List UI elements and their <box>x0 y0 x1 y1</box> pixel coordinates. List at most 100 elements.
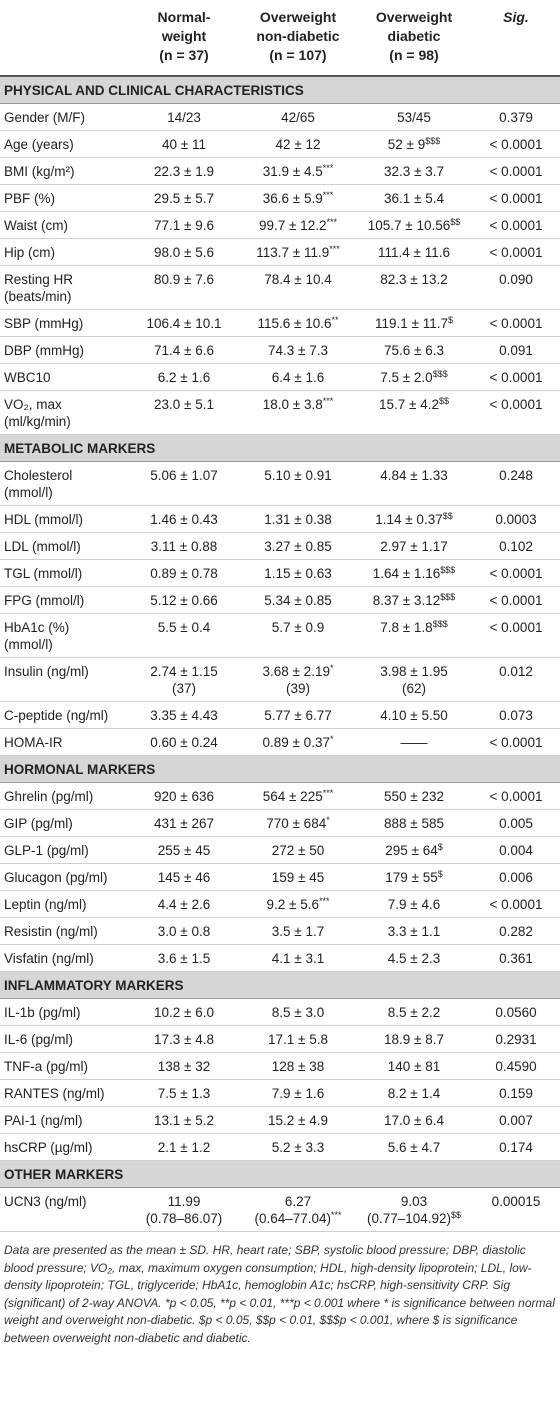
cell-line: (37) <box>171 680 196 696</box>
label-line: Ghrelin (pg/ml) <box>4 788 94 804</box>
table-cell: < 0.0001 <box>472 157 560 185</box>
table-cell: 0.006 <box>472 863 560 891</box>
row-label: Glucagon (pg/ml) <box>0 863 128 891</box>
cell-line: 1.31 ± 0.38 <box>264 511 332 527</box>
label-line: Age (years) <box>4 136 74 152</box>
table-cell: 0.248 <box>472 461 560 506</box>
table-cell: 4.5 ± 2.3 <box>356 944 472 972</box>
table-cell: 23.0 ± 5.1 <box>128 390 240 435</box>
cell-line: 0.102 <box>499 538 533 554</box>
header-line: Overweight <box>375 9 453 25</box>
table-cell: 6.2 ± 1.6 <box>128 363 240 391</box>
cell-line: 0.2931 <box>495 1031 537 1047</box>
row-label: LDL (mmol/l) <box>0 532 128 560</box>
cell-value: 31.9 ± 4.5 <box>262 163 323 179</box>
table-cell: 159 ± 45 <box>240 863 356 891</box>
cell-line: 22.3 ± 1.9 <box>154 163 214 179</box>
header-row: Normal-weight (n = 37) Overweight non-diabe… <box>0 0 560 77</box>
cell-value: 0.89 ± 0.37 <box>262 734 330 750</box>
table-cell: 0.2931 <box>472 1025 560 1053</box>
cell-value: 9.2 ± 5.6 <box>266 896 319 912</box>
label-line: Insulin (ng/ml) <box>4 663 89 679</box>
significance-mark: *** <box>322 787 334 798</box>
table-cell: 74.3 ± 7.3 <box>240 336 356 364</box>
cell-line: 40 ± 11 <box>162 136 206 152</box>
cell-line: 8.5 ± 2.2 <box>387 1004 441 1020</box>
section-title: PHYSICAL AND CLINICAL CHARACTERISTICS <box>0 76 560 104</box>
significance-mark: $ <box>447 314 453 325</box>
cell-line: 106.4 ± 10.1 <box>146 315 222 331</box>
table-cell: 42 ± 12 <box>240 130 356 158</box>
cell-line: 8.5 ± 3.0 <box>271 1004 325 1020</box>
table-cell: < 0.0001 <box>472 559 560 587</box>
data-row: RANTES (ng/ml) 7.5 ± 1.3 7.9 ± 1.6 8.2 ± 1.… <box>0 1079 560 1107</box>
table-cell: 10.2 ± 6.0 <box>128 998 240 1026</box>
table-cell: 564 ± 225*** <box>240 782 356 810</box>
cell-line: 80.9 ± 7.6 <box>154 271 214 287</box>
significance-mark: *** <box>322 395 334 406</box>
cell-line: 99.7 ± 12.2*** <box>243 217 353 234</box>
row-label: Visfatin (ng/ml) <box>0 944 128 972</box>
cell-line: < 0.0001 <box>489 592 543 608</box>
table-cell: 0.012 <box>472 657 560 702</box>
label-line: HDL (mmol/l) <box>4 511 83 527</box>
cell-value: 179 ± 55 <box>385 869 438 885</box>
label-line: hsCRP (µg/ml) <box>4 1139 93 1155</box>
table-cell: < 0.0001 <box>472 890 560 918</box>
cell-line: 0.00015 <box>491 1193 541 1209</box>
table-cell: —— <box>356 728 472 756</box>
table-cell: 1.31 ± 0.38 <box>240 505 356 533</box>
table-cell: 5.12 ± 0.66 <box>128 586 240 614</box>
table-cell: 0.102 <box>472 532 560 560</box>
table-cell: 15.7 ± 4.2$$ <box>356 390 472 435</box>
data-row: PAI-1 (ng/ml) 13.1 ± 5.2 15.2 ± 4.9 17.0 ± … <box>0 1106 560 1134</box>
row-label: HDL (mmol/l) <box>0 505 128 533</box>
column-header: Normal-weight (n = 37) <box>128 0 240 77</box>
header-blank <box>0 0 128 77</box>
table-cell: < 0.0001 <box>472 238 560 266</box>
cell-line: 0.005 <box>499 815 533 831</box>
cell-line: 4.1 ± 3.1 <box>271 950 325 966</box>
label-line: Visfatin (ng/ml) <box>4 950 94 966</box>
cell-line: 74.3 ± 7.3 <box>268 342 328 358</box>
cell-line: 0.174 <box>499 1139 533 1155</box>
table-cell: 3.6 ± 1.5 <box>128 944 240 972</box>
table-cell: 36.1 ± 5.4 <box>356 184 472 212</box>
table-cell: 5.10 ± 0.91 <box>240 461 356 506</box>
cell-line: 5.34 ± 0.85 <box>264 592 332 608</box>
label-line: (ml/kg/min) <box>4 413 71 429</box>
cell-line: < 0.0001 <box>489 396 543 412</box>
cell-value: 1.64 ± 1.16 <box>372 565 441 581</box>
cell-line: 3.11 ± 0.88 <box>150 538 218 554</box>
table-cell: 770 ± 684* <box>240 809 356 837</box>
cell-value: 119.1 ± 11.7 <box>375 315 448 331</box>
cell-line: 31.9 ± 4.5*** <box>243 163 353 180</box>
table-cell: 7.5 ± 1.3 <box>128 1079 240 1107</box>
row-label: Resistin (ng/ml) <box>0 917 128 945</box>
cell-line: < 0.0001 <box>489 788 543 804</box>
label-line: UCN3 (ng/ml) <box>4 1193 87 1209</box>
significance-mark: * <box>329 662 334 673</box>
table-cell: 0.89 ± 0.78 <box>128 559 240 587</box>
significance-mark: *** <box>331 1209 342 1220</box>
table-cell: 8.5 ± 2.2 <box>356 998 472 1026</box>
cell-line: 5.6 ± 4.7 <box>387 1139 441 1155</box>
cell-line: 5.06 ± 1.07 <box>150 467 218 483</box>
table-cell: 13.1 ± 5.2 <box>128 1106 240 1134</box>
label-line: VO₂, max <box>4 396 62 412</box>
table-cell: 18.0 ± 3.8*** <box>240 390 356 435</box>
table-cell: 52 ± 9$$$ <box>356 130 472 158</box>
table-cell: 0.00015 <box>472 1187 560 1232</box>
label-line: IL-6 (pg/ml) <box>4 1031 74 1047</box>
cell-line: 159 ± 45 <box>271 869 325 885</box>
section-title: INFLAMMATORY MARKERS <box>0 971 560 999</box>
table-cell: 78.4 ± 10.4 <box>240 265 356 310</box>
table-cell: 140 ± 81 <box>356 1052 472 1080</box>
table-cell: 272 ± 50 <box>240 836 356 864</box>
table-cell: 0.89 ± 0.37* <box>240 728 356 756</box>
row-label: GLP-1 (pg/ml) <box>0 836 128 864</box>
cell-line: 0.012 <box>499 663 533 679</box>
data-row: SBP (mmHg) 106.4 ± 10.1 115.6 ± 10.6** 119.… <box>0 309 560 337</box>
table-cell: 1.64 ± 1.16$$$ <box>356 559 472 587</box>
